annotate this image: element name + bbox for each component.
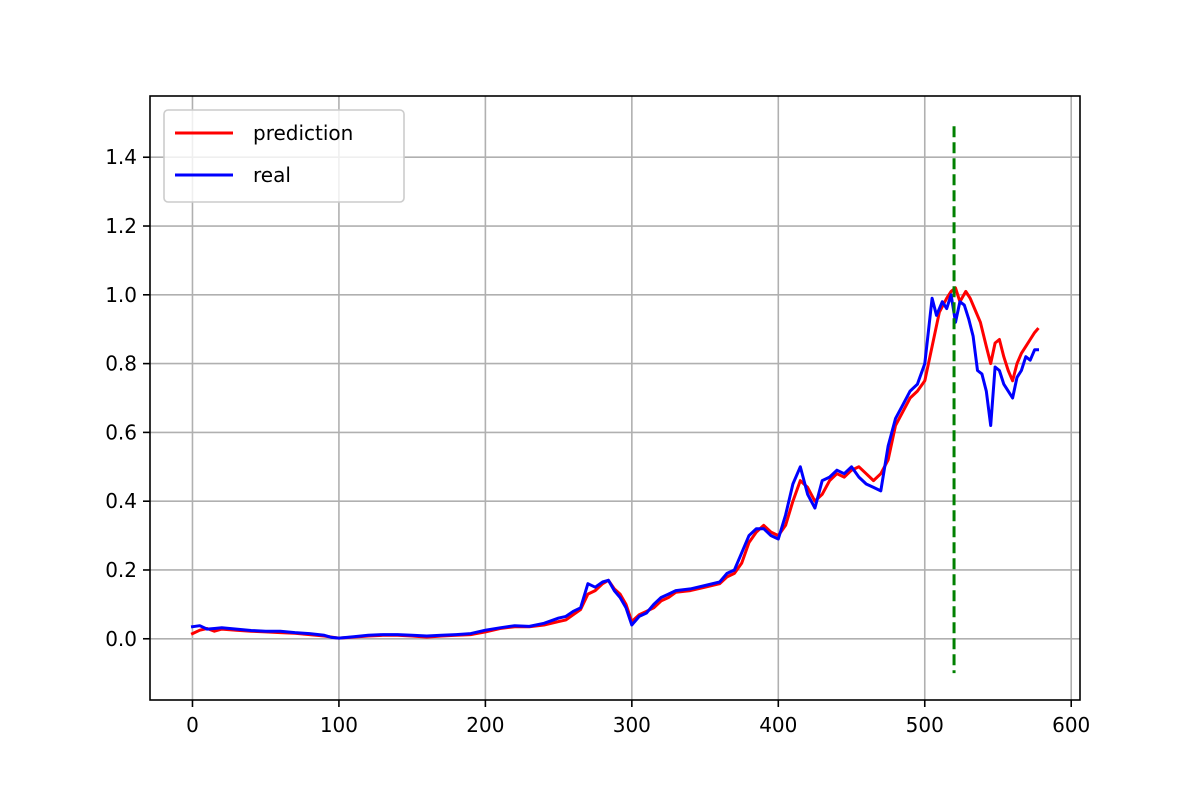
series-layer xyxy=(190,286,1040,640)
y-tick-label: 1.2 xyxy=(105,214,137,238)
y-tick-label: 0.0 xyxy=(105,627,137,651)
grid-lines xyxy=(150,96,1080,700)
x-tick-label: 100 xyxy=(320,713,358,737)
y-tick-label: 0.2 xyxy=(105,558,137,582)
y-tick-label: 1.0 xyxy=(105,283,137,307)
plot-frame xyxy=(149,95,1081,701)
x-tick-label: 0 xyxy=(186,713,199,737)
legend: prediction real xyxy=(163,109,405,203)
legend-label-prediction: prediction xyxy=(253,121,353,145)
y-tick-label: 0.6 xyxy=(105,420,137,444)
x-tick-label: 200 xyxy=(466,713,504,737)
x-tick-label: 600 xyxy=(1052,713,1090,737)
series-line-real xyxy=(190,293,1039,640)
x-tick-label: 500 xyxy=(906,713,944,737)
x-tick-label: 300 xyxy=(613,713,651,737)
x-tick-label: 400 xyxy=(759,713,797,737)
y-axis: 0.0 0.2 0.4 0.6 0.8 1.0 1.2 1.4 xyxy=(105,145,150,651)
y-tick-label: 1.4 xyxy=(105,145,137,169)
x-axis: 0 100 200 300 400 500 600 xyxy=(186,700,1090,737)
y-tick-label: 0.8 xyxy=(105,352,137,376)
legend-label-real: real xyxy=(253,163,291,187)
y-tick-label: 0.4 xyxy=(105,489,137,513)
